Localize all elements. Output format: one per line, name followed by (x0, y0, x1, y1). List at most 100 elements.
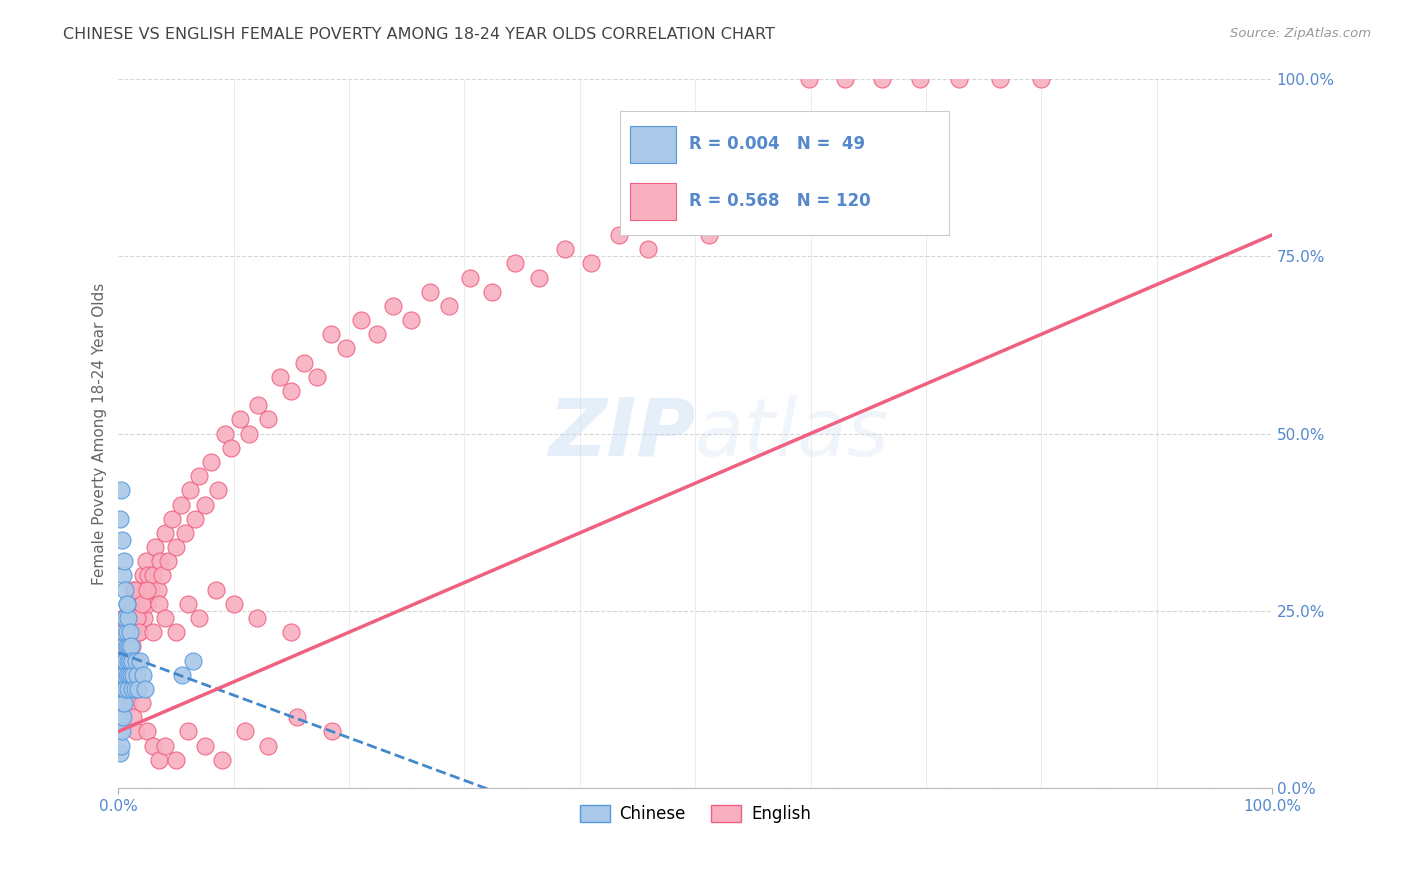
Point (221, 441, 243, 455)
Point (112, 640, 135, 654)
Point (205, 582, 228, 597)
Point (121, 625, 143, 640)
Point (439, 299, 461, 313)
Point (257, 412, 280, 426)
Point (697, 227, 720, 242)
Point (280, 625, 302, 640)
Point (305, 369, 328, 384)
Point (834, 72, 856, 87)
Text: Source: ZipAtlas.com: Source: ZipAtlas.com (1230, 27, 1371, 40)
Point (176, 724, 198, 739)
Point (115, 640, 138, 654)
Point (118, 625, 141, 640)
Point (149, 554, 172, 568)
Point (481, 285, 503, 299)
Point (150, 568, 173, 582)
Point (112, 710, 135, 724)
Point (183, 654, 205, 668)
Point (222, 597, 245, 611)
Point (117, 654, 139, 668)
Point (132, 611, 155, 625)
Point (269, 369, 291, 384)
Point (118, 696, 141, 710)
Text: atlas: atlas (695, 394, 890, 473)
Point (127, 611, 149, 625)
Point (117, 654, 139, 668)
Point (165, 753, 187, 767)
Point (529, 270, 551, 285)
Point (120, 597, 142, 611)
Point (148, 753, 170, 767)
Point (112, 611, 135, 625)
Point (118, 604, 141, 618)
Point (503, 256, 526, 270)
Point (112, 640, 135, 654)
Point (988, 72, 1011, 87)
Point (111, 533, 134, 547)
Point (148, 597, 170, 611)
Point (112, 554, 135, 568)
Point (214, 426, 236, 441)
Point (118, 654, 141, 668)
Point (110, 710, 132, 724)
Point (134, 582, 156, 597)
Point (228, 412, 250, 426)
Point (135, 554, 157, 568)
Point (114, 654, 136, 668)
Point (115, 597, 138, 611)
Point (125, 611, 148, 625)
Point (870, 72, 893, 87)
Text: CHINESE VS ENGLISH FEMALE POVERTY AMONG 18-24 YEAR OLDS CORRELATION CHART: CHINESE VS ENGLISH FEMALE POVERTY AMONG … (63, 27, 775, 42)
Point (129, 654, 152, 668)
Point (401, 313, 423, 327)
Point (128, 625, 150, 640)
Point (117, 611, 139, 625)
Point (170, 498, 193, 512)
Point (257, 739, 280, 753)
Point (554, 242, 576, 256)
Point (115, 654, 138, 668)
Point (114, 667, 136, 681)
Point (112, 568, 135, 582)
Point (115, 625, 138, 640)
Point (118, 667, 141, 681)
Point (114, 611, 136, 625)
Point (131, 568, 153, 582)
Point (122, 667, 145, 681)
Point (183, 511, 205, 525)
Point (127, 681, 149, 696)
Point (142, 625, 165, 640)
Point (117, 654, 139, 668)
Point (121, 681, 143, 696)
Point (138, 568, 160, 582)
Point (165, 540, 187, 554)
Point (118, 640, 141, 654)
Point (124, 611, 146, 625)
Point (139, 582, 162, 597)
Legend: Chinese, English: Chinese, English (572, 798, 817, 830)
Point (176, 597, 198, 611)
Point (114, 611, 136, 625)
Point (134, 681, 156, 696)
Point (194, 498, 217, 512)
Point (142, 568, 165, 582)
Point (120, 640, 142, 654)
Point (111, 724, 134, 739)
Point (115, 597, 138, 611)
Point (110, 625, 132, 640)
Point (246, 611, 269, 625)
Point (280, 384, 302, 398)
Point (637, 242, 659, 256)
Point (110, 739, 132, 753)
Point (115, 667, 138, 681)
Point (120, 667, 142, 681)
Point (179, 483, 201, 498)
Point (111, 667, 134, 681)
Point (125, 724, 148, 739)
Point (188, 611, 211, 625)
Point (110, 483, 132, 498)
Point (114, 582, 136, 597)
Point (142, 739, 165, 753)
Point (136, 582, 159, 597)
Point (112, 696, 135, 710)
